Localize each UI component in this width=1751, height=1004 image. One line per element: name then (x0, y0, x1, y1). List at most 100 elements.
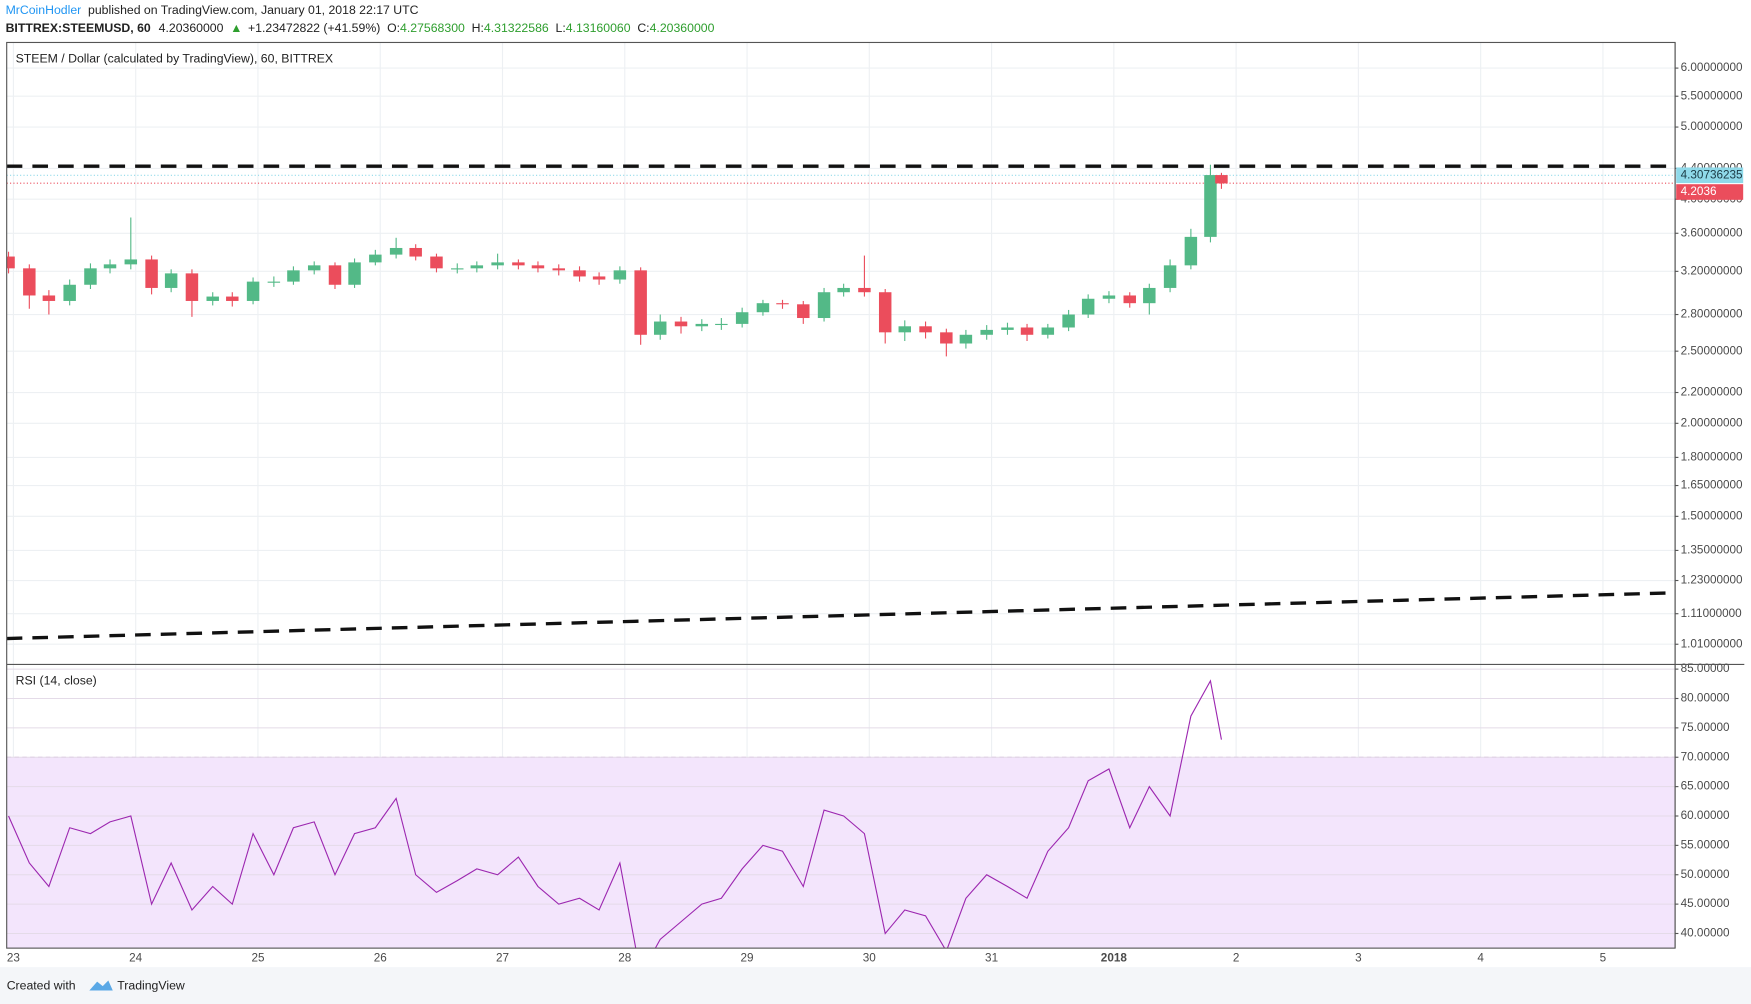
candle-body (470, 265, 484, 269)
candle-body (63, 284, 76, 301)
candle-body (451, 268, 464, 270)
candle-body (613, 270, 627, 280)
symbol-line: BITTREX:STEEMUSD, 60 4.20360000 ▲ +1.234… (6, 21, 715, 35)
y-tick-label: 80.00000 (1681, 692, 1730, 705)
candle-body (878, 292, 892, 333)
y-tick-label: 2.00000000 (1681, 416, 1743, 429)
x-tick-label: 4 (1477, 951, 1484, 964)
y-tick-label: 45.00000 (1681, 897, 1730, 910)
candle-body (164, 273, 178, 288)
candle-body (1020, 327, 1034, 335)
x-tick-label: 5 (1600, 951, 1607, 964)
candle-body (430, 256, 443, 269)
candle-body (124, 259, 138, 265)
candle-body (817, 292, 831, 319)
candle-body (653, 321, 667, 335)
y-tick-label: 1.23000000 (1681, 574, 1743, 587)
close-value: 4.20360000 (650, 21, 715, 35)
y-tick-label: 40.00000 (1681, 927, 1730, 940)
candle-body (103, 264, 117, 269)
open-label: O: (387, 21, 400, 35)
x-tick-label: 29 (741, 951, 754, 964)
candle-body (1215, 175, 1228, 184)
candle-body (287, 270, 300, 282)
high-label: H: (472, 21, 484, 35)
x-tick-label: 25 (251, 951, 265, 964)
candle-body (858, 287, 871, 293)
author[interactable]: MrCoinHodler (6, 3, 82, 17)
low-label: L: (556, 21, 566, 35)
chart-title: STEEM / Dollar (calculated by TradingVie… (16, 51, 333, 65)
change: +1.23472822 (+41.59%) (248, 21, 380, 35)
x-tick-label: 2018 (1101, 951, 1128, 964)
candle-body (735, 312, 749, 324)
candle-body (1143, 287, 1156, 304)
y-tick-label: 5.00000000 (1681, 120, 1743, 133)
dashed-line (6, 591, 1673, 641)
candle-body (84, 268, 97, 285)
candle-body (837, 287, 850, 293)
candle-body (919, 326, 932, 333)
x-tick-label: 2 (1233, 951, 1240, 964)
y-tick-label: 60.00000 (1681, 809, 1730, 822)
candle-body (552, 268, 565, 271)
low-value: 4.13160060 (566, 21, 631, 35)
footer-brand[interactable]: TradingView (117, 978, 185, 992)
x-tick-label: 23 (7, 951, 20, 964)
candle-body (1081, 298, 1095, 315)
y-tick-label: 2.20000000 (1681, 386, 1743, 399)
candle-body (776, 303, 789, 305)
rsi-title: RSI (14, close) (16, 673, 97, 687)
y-tick-label: 5.50000000 (1681, 89, 1743, 102)
y-tick-label: 2.80000000 (1681, 308, 1743, 321)
candle-body (531, 265, 545, 269)
candle-body (23, 268, 36, 296)
y-tick-label: 55.00000 (1681, 838, 1730, 851)
symbol: BITTREX:STEEMUSD, 60 (6, 21, 151, 35)
y-tick-label: 65.00000 (1681, 780, 1730, 793)
candle-body (1001, 327, 1014, 330)
candle-body (980, 329, 993, 335)
y-tick-label: 50.00000 (1681, 868, 1730, 881)
candle-body (307, 265, 321, 271)
y-tick-label: 1.65000000 (1681, 479, 1743, 492)
candle-body (592, 276, 606, 280)
price-label: 4.2036 (1681, 185, 1717, 198)
candle-body (246, 281, 260, 301)
footer-created: Created with (7, 978, 76, 992)
candle-body (756, 303, 770, 313)
candle-body (1204, 175, 1217, 237)
candle-body (1041, 327, 1055, 335)
candle-body (145, 259, 158, 288)
axes: 23 24 25 26 27 28 29 30 31 2018 2 3 4 56.000000005.50… (7, 61, 1744, 964)
price-label-box (1676, 167, 1744, 184)
candle-body (634, 270, 647, 335)
candle-body (267, 281, 281, 283)
candle-body (695, 323, 709, 327)
price-pane (6, 164, 1676, 641)
candle-body (369, 254, 382, 263)
y-tick-label: 1.35000000 (1681, 544, 1743, 557)
candle-body (226, 296, 239, 301)
candle-body (348, 262, 361, 285)
y-tick-label: 1.80000000 (1681, 450, 1743, 463)
y-tick-label: 70.00000 (1681, 750, 1730, 763)
price-label-box (1676, 184, 1744, 200)
candle-body (715, 323, 728, 326)
publish-line: MrCoinHodler published on TradingView.co… (6, 3, 419, 17)
y-tick-label: 6.00000000 (1681, 61, 1743, 74)
candle-body (1102, 295, 1116, 299)
high-value: 4.31322586 (484, 21, 549, 35)
x-tick-label: 3 (1355, 951, 1362, 964)
x-tick-label: 28 (618, 951, 632, 964)
candle-body (940, 332, 953, 344)
y-tick-label: 1.01000000 (1681, 637, 1743, 650)
rsi-band (6, 757, 1676, 949)
y-tick-label: 85.00000 (1681, 662, 1730, 675)
close-label: C: (637, 21, 649, 35)
y-tick-label: 2.50000000 (1681, 344, 1743, 357)
brand-logo[interactable] (89, 980, 113, 991)
candle-body (42, 295, 56, 301)
